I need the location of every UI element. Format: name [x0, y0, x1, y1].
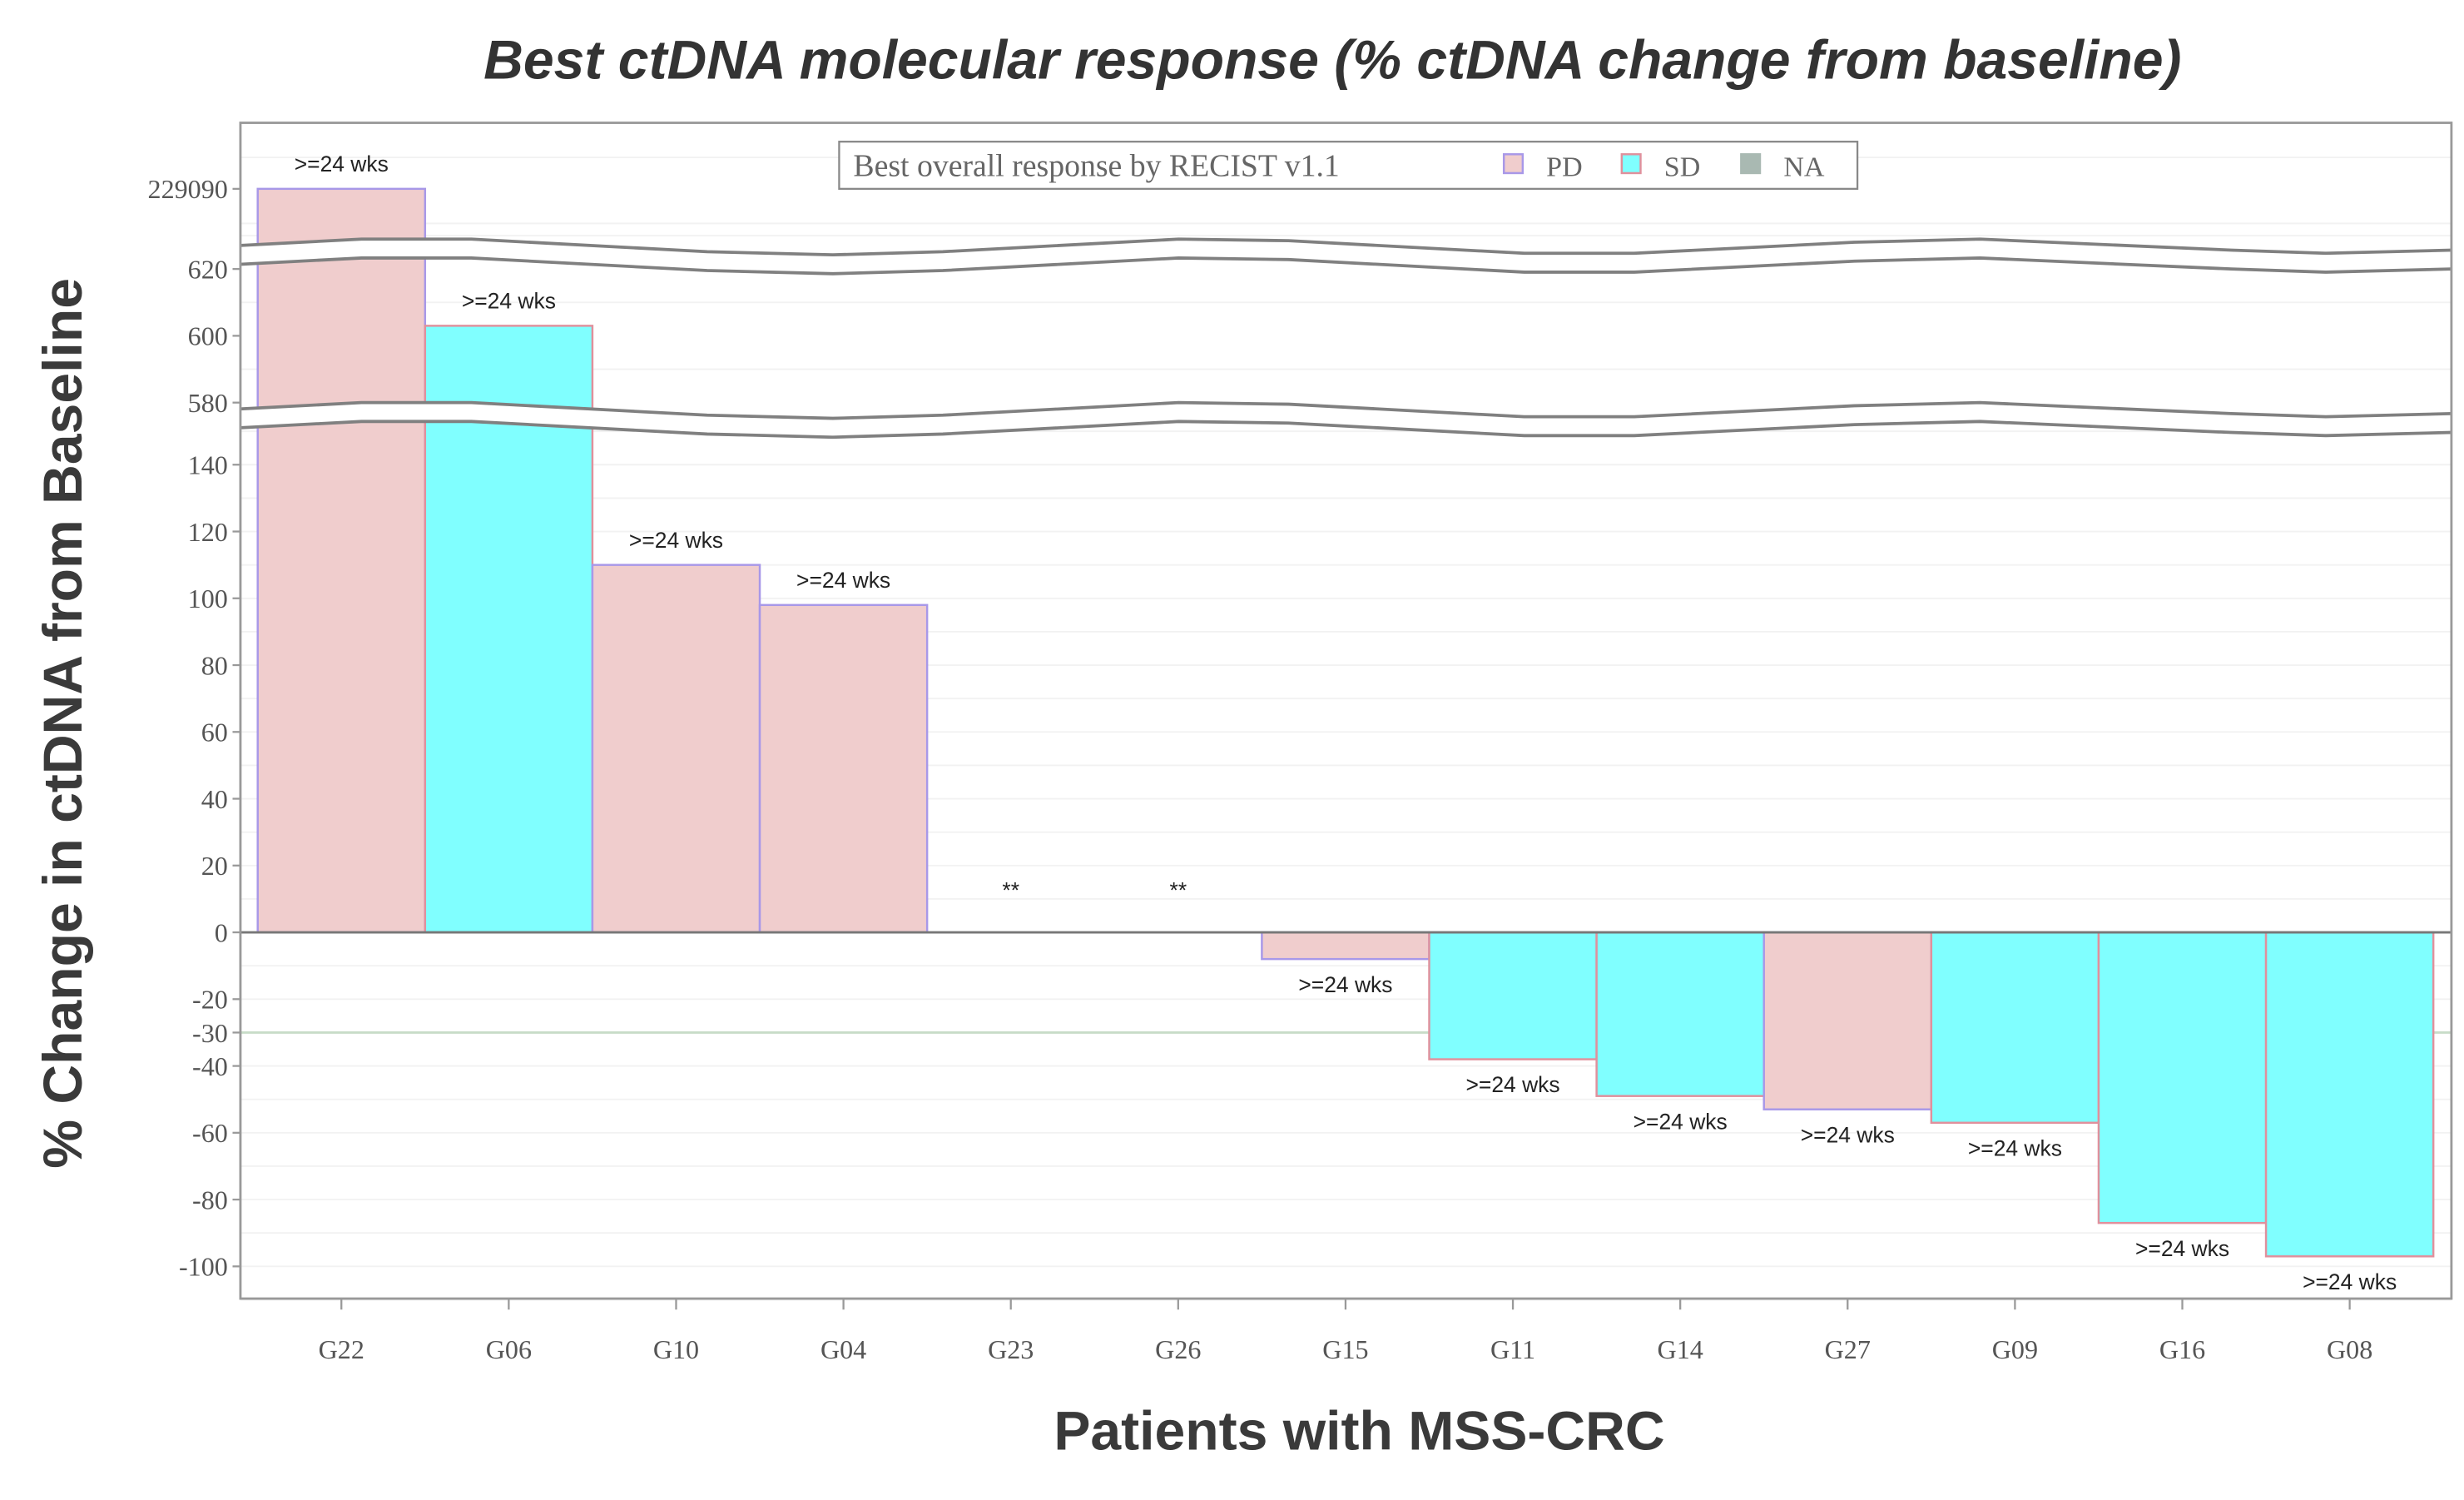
y-tick-label: 60 [201, 718, 228, 748]
x-tick-label: G15 [1322, 1334, 1368, 1364]
axis-break-line [240, 256, 2452, 276]
bar-G11 [1428, 931, 1598, 1060]
bar-label-G11: >=24 wks [1466, 1072, 1560, 1097]
bar-G09 [1930, 931, 2100, 1125]
bar-label-G08: >=24 wks [2303, 1269, 2397, 1294]
y-tick-label: 0 [215, 917, 228, 947]
bar-G14 [1595, 931, 1765, 1097]
x-tick-label: G11 [1490, 1334, 1535, 1364]
y-tick-label: 100 [188, 584, 228, 613]
x-tick-label: G16 [2159, 1334, 2205, 1364]
bar-G16 [2097, 931, 2268, 1224]
bar-label-G10: >=24 wks [629, 528, 723, 553]
x-tick-label: G22 [319, 1334, 364, 1364]
y-tick-label: 40 [201, 784, 228, 814]
bar-G10 [591, 564, 761, 934]
x-tick-label: G26 [1155, 1334, 1201, 1364]
x-tick-label: G09 [1992, 1334, 2038, 1364]
x-tick-label: G06 [486, 1334, 532, 1364]
x-tick-label: G23 [988, 1334, 1034, 1364]
bar-label-G09: >=24 wks [1968, 1135, 2062, 1160]
y-tick-label: -100 [179, 1252, 228, 1282]
legend-swatch-SD [1620, 153, 1642, 175]
y-axis-title: % Change in ctDNA from Baseline [32, 278, 94, 1169]
y-tick-label: -80 [192, 1185, 228, 1214]
legend-swatch-NA [1740, 153, 1762, 175]
chart-title: Best ctDNA molecular response (% ctDNA c… [483, 30, 2181, 92]
bar-label-G27: >=24 wks [1801, 1122, 1895, 1147]
legend-swatch-PD [1502, 153, 1525, 175]
x-tick-label: G10 [653, 1334, 699, 1364]
axis-break-line [240, 237, 2452, 257]
bar-label-G14: >=24 wks [1634, 1109, 1728, 1134]
bar-G15 [1261, 931, 1430, 961]
x-axis-title: Patients with MSS-CRC [1054, 1400, 1664, 1462]
y-tick-label: 80 [201, 650, 228, 680]
bar-label-G06: >=24 wks [462, 289, 556, 314]
legend-box [838, 141, 1859, 190]
bar-label-G23: ** [1002, 878, 1019, 903]
axis-break-line [240, 400, 2452, 420]
y-axis-ticks: -100 -80 -60 -40-30-20 0 20 40 60 80 100 120 140 580… [148, 174, 240, 1282]
axis-break-band [240, 239, 2452, 274]
bar-labels: >=24 wks >=24 wks >=24 wks >=24 wks ** ** >=24… [295, 151, 2397, 1294]
bar-G04 [758, 603, 929, 934]
y-tick-label: -20 [192, 985, 228, 1015]
x-axis-ticks: G22 G06 G10 G04 G23 G26 G15 G11 G14 G27 G09 G16 G08 [319, 1299, 2372, 1364]
y-tick-label: 620 [188, 254, 228, 284]
axis-breaks [240, 237, 2452, 440]
bars [240, 187, 2452, 1258]
y-tick-label: -40 [192, 1051, 228, 1081]
legend: Best overall response by RECIST v1.1 PD S… [838, 141, 1859, 190]
axis-break-band [240, 402, 2452, 438]
x-tick-label: G08 [2327, 1334, 2372, 1364]
axis-break-line [240, 420, 2452, 440]
y-tick-label: 140 [188, 450, 228, 480]
y-tick-label: 600 [188, 321, 228, 351]
bar-label-G26: ** [1170, 878, 1187, 903]
y-tick-label: 229090 [148, 174, 228, 204]
x-tick-label: G04 [821, 1334, 866, 1364]
y-tick-label: 20 [201, 851, 228, 881]
bar-label-G22: >=24 wks [295, 151, 389, 176]
legend-title: Best overall response by RECIST v1.1 [853, 149, 1339, 184]
bar-G22 [256, 187, 427, 934]
x-tick-label: G27 [1825, 1334, 1871, 1364]
bar-label-G15: >=24 wks [1298, 972, 1392, 997]
legend-label-NA: NA [1783, 152, 1825, 183]
y-tick-label: 580 [188, 388, 228, 418]
bar-label-G16: >=24 wks [2135, 1236, 2229, 1261]
y-tick-label: 120 [188, 517, 228, 547]
bar-G27 [1762, 931, 1933, 1110]
y-tick-label: -60 [192, 1118, 228, 1148]
legend-label-SD: SD [1664, 152, 1700, 183]
y-tick-label: -30 [192, 1018, 228, 1048]
legend-label-PD: PD [1546, 152, 1582, 183]
bar-G08 [2264, 931, 2435, 1258]
x-tick-label: G14 [1658, 1334, 1703, 1364]
bar-label-G04: >=24 wks [796, 568, 890, 593]
